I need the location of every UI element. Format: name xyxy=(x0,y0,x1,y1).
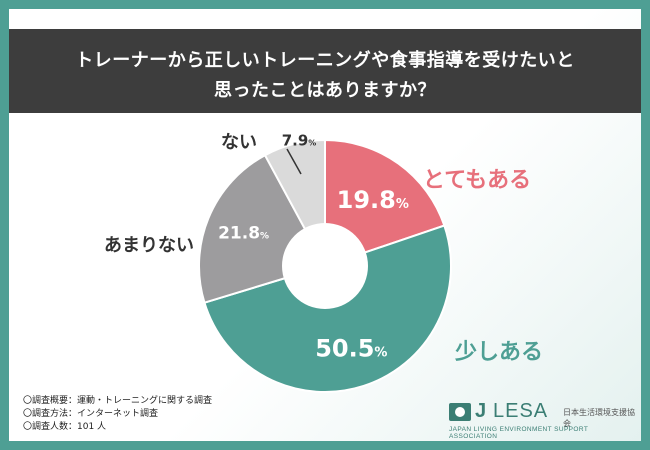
value-label-amari: 21.8% xyxy=(218,224,269,244)
footnote-survey-method: 〇調査方法：インターネット調査 xyxy=(23,409,159,419)
category-label-sukoshi: 少しある xyxy=(454,340,543,365)
value-number-sukoshi: 50.5 xyxy=(315,334,374,362)
title-line-2: 思ったことはありますか？ xyxy=(214,80,436,101)
logo-jp-name: 日本生活環境支援協会 xyxy=(563,408,635,428)
value-label-nai: 7.9% xyxy=(282,131,317,149)
value-number-totemo: 19.8 xyxy=(337,186,396,214)
value-unit-sukoshi: % xyxy=(374,345,387,360)
logo-name: LESA xyxy=(493,400,549,422)
title-line-1: トレーナーから正しいトレーニングや食事指導を受けたいと xyxy=(75,50,575,71)
title-bar: トレーナーから正しいトレーニングや食事指導を受けたいと 思ったことはありますか？ xyxy=(9,29,641,113)
pie-slice-totemo xyxy=(324,138,446,268)
value-unit-amari: % xyxy=(260,232,269,242)
category-label-nai: ない xyxy=(221,132,257,153)
jlesa-logo: J LESA 日本生活環境支援協会 JAPAN LIVING ENVIRONME… xyxy=(449,400,635,440)
logo-en-name: JAPAN LIVING ENVIRONMENT SUPPORT ASSOCIA… xyxy=(449,426,589,440)
value-number-nai: 7.9 xyxy=(282,131,309,149)
category-label-totemo: とてもある xyxy=(423,168,531,193)
donut-hole xyxy=(282,223,368,309)
logo-mark: J xyxy=(475,400,487,422)
value-unit-totemo: % xyxy=(396,197,409,212)
logo-circle-icon xyxy=(449,403,471,421)
chart-panel: トレーナーから正しいトレーニングや食事指導を受けたいと 思ったことはありますか？… xyxy=(9,9,641,441)
value-unit-nai: % xyxy=(308,138,316,147)
category-label-amari: あまりない xyxy=(104,235,194,256)
footnote-survey-summary: 〇調査概要：運動・トレーニングに関する調査 xyxy=(23,396,213,406)
leader-line-nai xyxy=(286,148,302,175)
footnote-survey-count: 〇調査人数：101 人 xyxy=(23,422,107,432)
value-label-totemo: 19.8% xyxy=(337,186,409,214)
donut-chart: 19.8% とてもある 50.5% 少しある 21.8% あまりない 7.9% ない xyxy=(104,131,543,393)
value-number-amari: 21.8 xyxy=(218,224,260,244)
value-label-sukoshi: 50.5% xyxy=(315,334,387,362)
